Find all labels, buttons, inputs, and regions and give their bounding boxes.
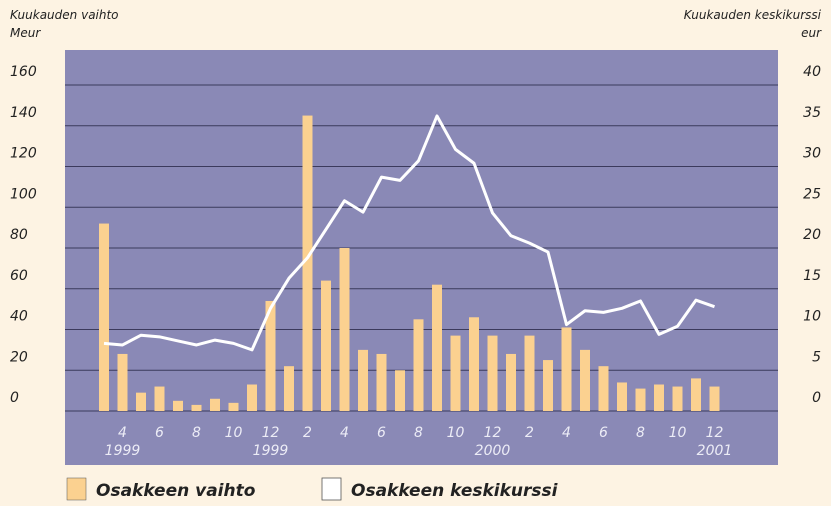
bar xyxy=(154,386,165,411)
y2-tick-label: 40 xyxy=(803,64,821,80)
y-tick-label: 140 xyxy=(10,105,37,121)
y2-tick-label: 10 xyxy=(803,309,821,325)
x-tick-label: 6 xyxy=(155,425,164,441)
bar xyxy=(321,280,331,411)
bar xyxy=(173,400,183,411)
bar xyxy=(635,388,646,411)
bar xyxy=(524,335,535,411)
x-tick-label: 8 xyxy=(192,425,201,441)
y2-tick-label: 15 xyxy=(803,268,821,284)
bar xyxy=(210,398,220,411)
bar xyxy=(691,378,701,411)
bar xyxy=(654,384,664,411)
x-tick-label: 4 xyxy=(562,425,571,441)
y2-axis-label: Kuukauden keskikurssi xyxy=(684,8,822,22)
x-tick-label: 10 xyxy=(669,425,687,441)
y-tick-label: 80 xyxy=(10,227,28,243)
line xyxy=(103,114,715,352)
x-tick-label: 10 xyxy=(225,425,243,441)
y2-axis-unit: eur xyxy=(801,26,822,40)
x-year-label: 1999 xyxy=(253,443,289,459)
y-axis-unit: Meur xyxy=(10,26,41,40)
y-tick-label: 0 xyxy=(10,390,19,406)
bar xyxy=(191,404,202,411)
x-tick-label: 2 xyxy=(303,425,312,441)
y2-tick-label: 20 xyxy=(803,227,821,243)
bar xyxy=(598,366,609,411)
bar xyxy=(617,382,627,411)
y-axis-label: Kuukauden vaihto xyxy=(10,8,119,22)
x-tick-label: 8 xyxy=(414,425,423,441)
y2-tick-label: 0 xyxy=(812,390,821,406)
bar xyxy=(376,353,387,411)
x-tick-label: 12 xyxy=(262,425,280,441)
y2-tick-label: 30 xyxy=(803,146,821,162)
bar xyxy=(136,392,146,411)
x-tick-label: 12 xyxy=(706,425,724,441)
x-tick-label: 6 xyxy=(377,425,386,441)
bar xyxy=(709,386,720,411)
x-year-label: 2001 xyxy=(697,443,733,459)
y-tick-label: 160 xyxy=(10,64,37,80)
x-tick-label: 12 xyxy=(484,425,502,441)
legend-label: Osakkeen keskikurssi xyxy=(351,481,559,501)
y-tick-label: 60 xyxy=(10,268,28,284)
x-year-label: 1999 xyxy=(105,443,141,459)
bar xyxy=(469,317,479,411)
bar xyxy=(228,402,239,411)
x-tick-label: 4 xyxy=(118,425,127,441)
bar xyxy=(432,284,442,411)
y2-tick-label: 35 xyxy=(803,105,821,121)
y-tick-label: 20 xyxy=(10,349,28,365)
bar xyxy=(358,349,368,411)
bar xyxy=(302,115,313,411)
bar xyxy=(395,370,405,411)
bar xyxy=(450,335,461,411)
legend-swatch xyxy=(66,477,87,501)
bar xyxy=(543,360,553,411)
bar xyxy=(284,366,294,411)
bar xyxy=(487,335,498,411)
y-tick-label: 120 xyxy=(10,146,37,162)
y-tick-label: 100 xyxy=(10,186,37,202)
legend-label: Osakkeen vaihto xyxy=(96,481,256,501)
x-tick-label: 2 xyxy=(525,425,534,441)
bar xyxy=(580,349,590,411)
x-tick-label: 4 xyxy=(340,425,349,441)
y-tick-label: 40 xyxy=(10,309,28,325)
x-tick-label: 10 xyxy=(447,425,465,441)
bar xyxy=(339,248,350,411)
bar xyxy=(265,300,276,411)
bar xyxy=(247,384,257,411)
legend-swatch xyxy=(321,477,342,501)
x-year-label: 2000 xyxy=(475,443,511,459)
y2-tick-label: 5 xyxy=(812,349,821,365)
bar xyxy=(117,353,128,411)
y2-tick-label: 25 xyxy=(803,186,821,202)
bar xyxy=(561,327,572,411)
bar xyxy=(99,223,109,411)
bar xyxy=(672,386,683,411)
x-tick-label: 8 xyxy=(636,425,645,441)
bar xyxy=(413,319,424,411)
x-tick-label: 6 xyxy=(599,425,608,441)
bar xyxy=(506,353,516,411)
